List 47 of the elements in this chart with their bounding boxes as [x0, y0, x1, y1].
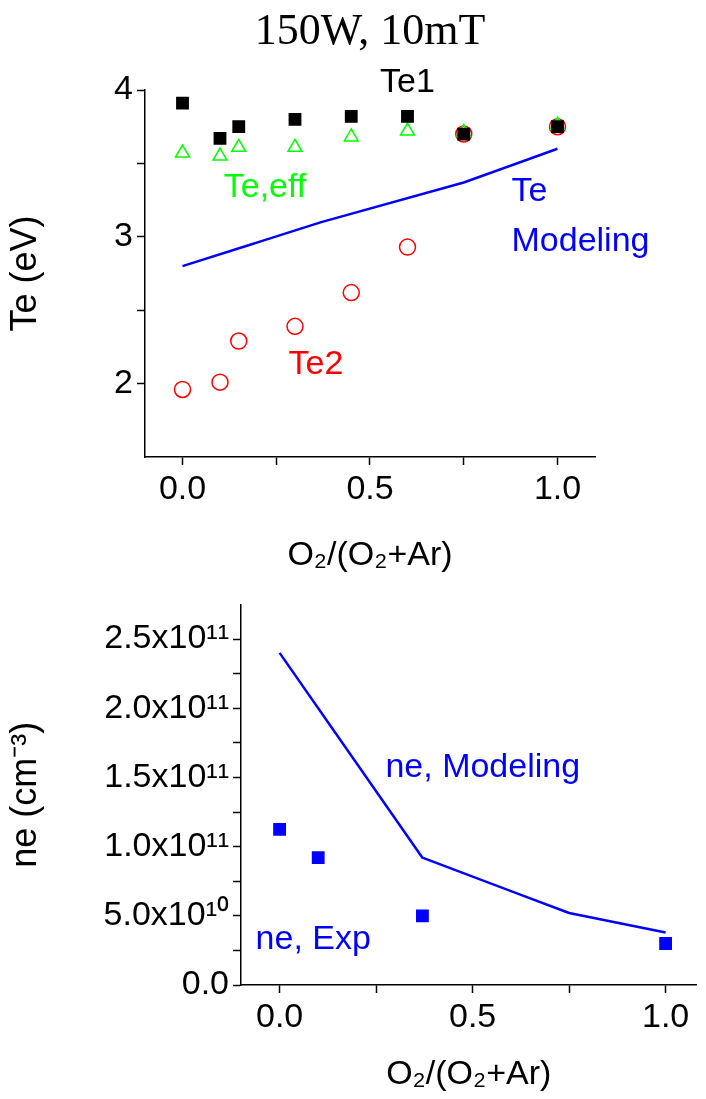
point: [398, 238, 417, 256]
series-label: Te1: [380, 60, 435, 99]
y-axis-title: Te (eV): [2, 215, 44, 332]
series-label: Te2: [288, 342, 344, 381]
x-tick-label: 1.0: [533, 467, 582, 506]
x-tick-label: 0.0: [255, 995, 304, 1034]
point: [230, 332, 248, 350]
series-label: Te,eff: [223, 165, 307, 204]
point: [287, 138, 303, 152]
point: [288, 112, 302, 126]
y-tick-label: 4: [114, 68, 133, 107]
point: [343, 128, 359, 142]
point: [311, 851, 325, 865]
point: [231, 138, 247, 152]
point: [173, 380, 192, 399]
y-tick-label: 3: [114, 215, 133, 254]
point: [401, 110, 414, 123]
point: [286, 317, 304, 336]
x-axis-title: O₂/(O₂+Ar): [386, 1052, 552, 1091]
x-tick-label: 1.0: [641, 995, 690, 1034]
chart-title: 150W, 10mT: [254, 4, 486, 54]
y-tick-label: 2.0x10¹¹: [104, 686, 229, 725]
point: [174, 144, 191, 158]
series-label: ne, Exp: [255, 917, 371, 956]
point: [399, 122, 416, 136]
point: [176, 96, 189, 110]
y-tick-label: 2.5x10¹¹: [104, 617, 229, 656]
point: [344, 110, 358, 123]
y-tick-label: 1.5x10¹¹: [104, 755, 229, 794]
y-tick-label: 1.0x10¹¹: [104, 824, 229, 863]
point: [213, 132, 227, 145]
x-axis-title: O₂/(O₂+Ar): [287, 533, 453, 572]
series-label: ne, Modeling: [385, 746, 581, 785]
point: [659, 937, 673, 950]
series-label: Te Modeling: [511, 170, 650, 259]
y-tick-label: 2: [114, 361, 133, 400]
y-tick-label: 5.0x10¹⁰: [103, 894, 229, 933]
point: [211, 373, 229, 391]
point: [212, 147, 228, 161]
point: [232, 120, 246, 134]
x-tick-label: 0.5: [346, 467, 394, 506]
point: [342, 283, 360, 302]
y-axis-title: ne (cm⁻³): [2, 721, 44, 868]
point: [273, 822, 287, 836]
x-tick-label: 0.5: [448, 995, 497, 1034]
point: [416, 909, 429, 923]
y-tick-label: 0.0: [181, 963, 229, 1002]
